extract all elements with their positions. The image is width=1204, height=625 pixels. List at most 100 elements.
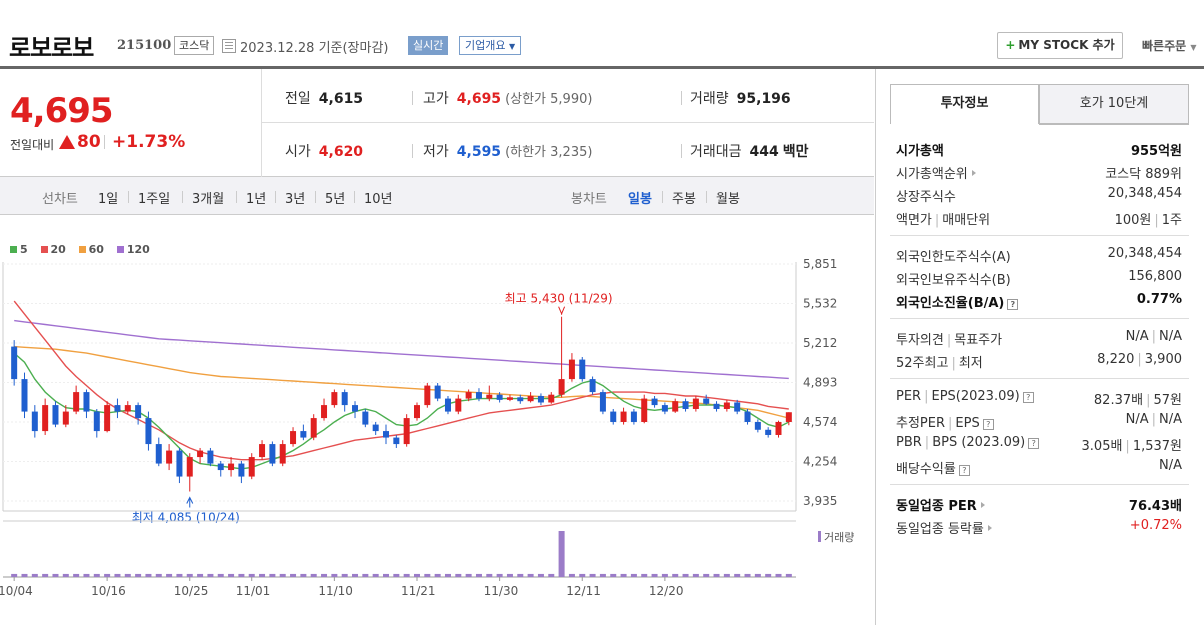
candle-body [785,412,792,422]
candle-body [496,394,503,400]
volume-bar [506,573,513,577]
candle-weekly[interactable]: 주봉 [672,192,696,207]
stock-code: 215100 [117,38,172,53]
candle-body [300,431,307,438]
help-icon[interactable]: ? [958,465,970,476]
candle-body [352,405,359,412]
high-arrow-icon [558,306,566,315]
candle-body [155,444,162,464]
period-1d[interactable]: 1일 [98,192,119,207]
candle-body [279,444,286,464]
x-tick-label: 12/11 [566,584,601,598]
x-tick-label: 12/20 [649,584,684,598]
change-label: 전일대비 [10,138,55,152]
volume-bar [352,573,359,577]
high-price: 고가 4,695 (상한가 5,990) [423,88,592,108]
chart-canvas: 5,851 5,532 5,212 4,893 4,574 4,254 3,935 최고 5,… [0,257,854,598]
info-key: 시가총액 [896,144,944,159]
candle-body [197,450,204,458]
line-chart-label[interactable]: 선차트 [42,192,78,207]
volume-value: 95,196 [736,91,791,107]
period-3m[interactable]: 3개월 [192,192,225,207]
prev-label: 전일 [285,91,311,107]
y-tick-label: 4,254 [803,455,837,469]
quick-order-label: 빠른주문 [1142,39,1187,53]
volume-bar [207,573,214,577]
candle-body [83,392,90,412]
low-label: 저가 [423,144,449,160]
high-value: 4,695 [456,91,502,107]
volume-bar [754,573,761,577]
section-divider [890,318,1189,319]
candle-body [744,411,751,422]
volume-bar [672,573,679,577]
volume-bar [651,573,658,577]
info-key: 상장주식수 [896,190,956,205]
candle-chart-label[interactable]: 봉차트 [571,192,607,207]
candle-body [713,403,720,409]
volume-bar [93,573,100,577]
period-1y[interactable]: 1년 [246,192,267,207]
tab-order-book[interactable]: 호가 10단계 [1039,84,1189,124]
info-row[interactable]: 동일업종 PER 76.43배 [896,495,1182,517]
volume-bar [785,573,792,577]
tab-investment-info[interactable]: 투자정보 [890,84,1039,124]
change-rate: +1.73% [112,132,186,152]
open-label: 시가 [285,144,311,160]
ma-line-ma20 [13,300,789,461]
candle-monthly[interactable]: 월봉 [716,192,740,207]
high-label: 고가 [423,91,449,107]
realtime-button[interactable]: 실시간 [408,36,449,55]
info-row: 52주최고 | 최저 8,220 | 3,900 [896,352,1182,374]
info-row: 외국인소진율(B/A)? 0.77% [896,292,1182,314]
volume-bar [124,573,131,577]
volume-label: 거래량 [690,91,729,107]
candle-body [424,385,431,406]
volume-bar [393,573,400,577]
quick-order-button[interactable]: 빠른주문 ▼ [1142,37,1197,54]
period-5y[interactable]: 5년 [325,192,346,207]
header-divider [0,66,1204,69]
plus-icon: + [1005,38,1016,52]
company-overview-button[interactable]: 기업개요 ▼ [459,36,522,55]
x-tick-label: 11/10 [318,584,353,598]
help-icon[interactable]: ? [1022,392,1034,403]
volume-bar [568,573,575,577]
amount-value: 444 [749,144,779,160]
price-chart[interactable]: 5 20 60 120 5,851 5,532 5,212 4,893 4,574 4,2… [0,215,874,625]
candle-body [372,424,379,432]
help-icon[interactable]: ? [1028,438,1040,449]
info-key: PBR | BPS (2023.09)? [896,435,1040,450]
volume-bar [217,573,224,577]
add-mystock-button[interactable]: + MY STOCK 추가 [997,32,1123,59]
period-3y[interactable]: 3년 [285,192,306,207]
volume-bar [279,573,286,577]
candle-body [548,394,555,403]
candle-body [166,450,173,464]
low-annotation: 최저 4,085 (10/24) [132,511,240,525]
info-row[interactable]: 시가총액순위 코스닥 889위 [896,163,1182,185]
x-tick-label: 11/30 [484,584,519,598]
period-10y[interactable]: 10년 [364,192,393,207]
help-icon[interactable]: ? [982,419,994,430]
candle-body [754,421,761,430]
candle-body [341,392,348,406]
chart-toolbar: 선차트 1일 1주일 3개월 1년 3년 5년 10년 봉차트 일봉 주봉 월봉 [0,177,874,215]
candle-body [21,379,28,412]
y-tick-label: 5,532 [803,297,837,311]
chevron-right-icon [980,502,985,508]
candle-body [672,401,679,412]
low-arrow-icon [186,496,194,508]
upper-limit: (상한가 5,990) [505,92,593,107]
candle-body [362,411,369,425]
help-icon[interactable]: ? [1007,299,1019,310]
candle-body [579,359,586,380]
candle-body [620,411,627,422]
volume-bar [734,573,741,577]
info-value: +0.72% [1129,518,1182,533]
current-price: 4,695 [10,91,114,131]
period-1w[interactable]: 1주일 [138,192,171,207]
info-row: PBR | BPS (2023.09)? 3.05배 | 1,537원 [896,435,1182,457]
candle-daily[interactable]: 일봉 [628,192,652,207]
info-row[interactable]: 동일업종 등락률 +0.72% [896,518,1182,540]
